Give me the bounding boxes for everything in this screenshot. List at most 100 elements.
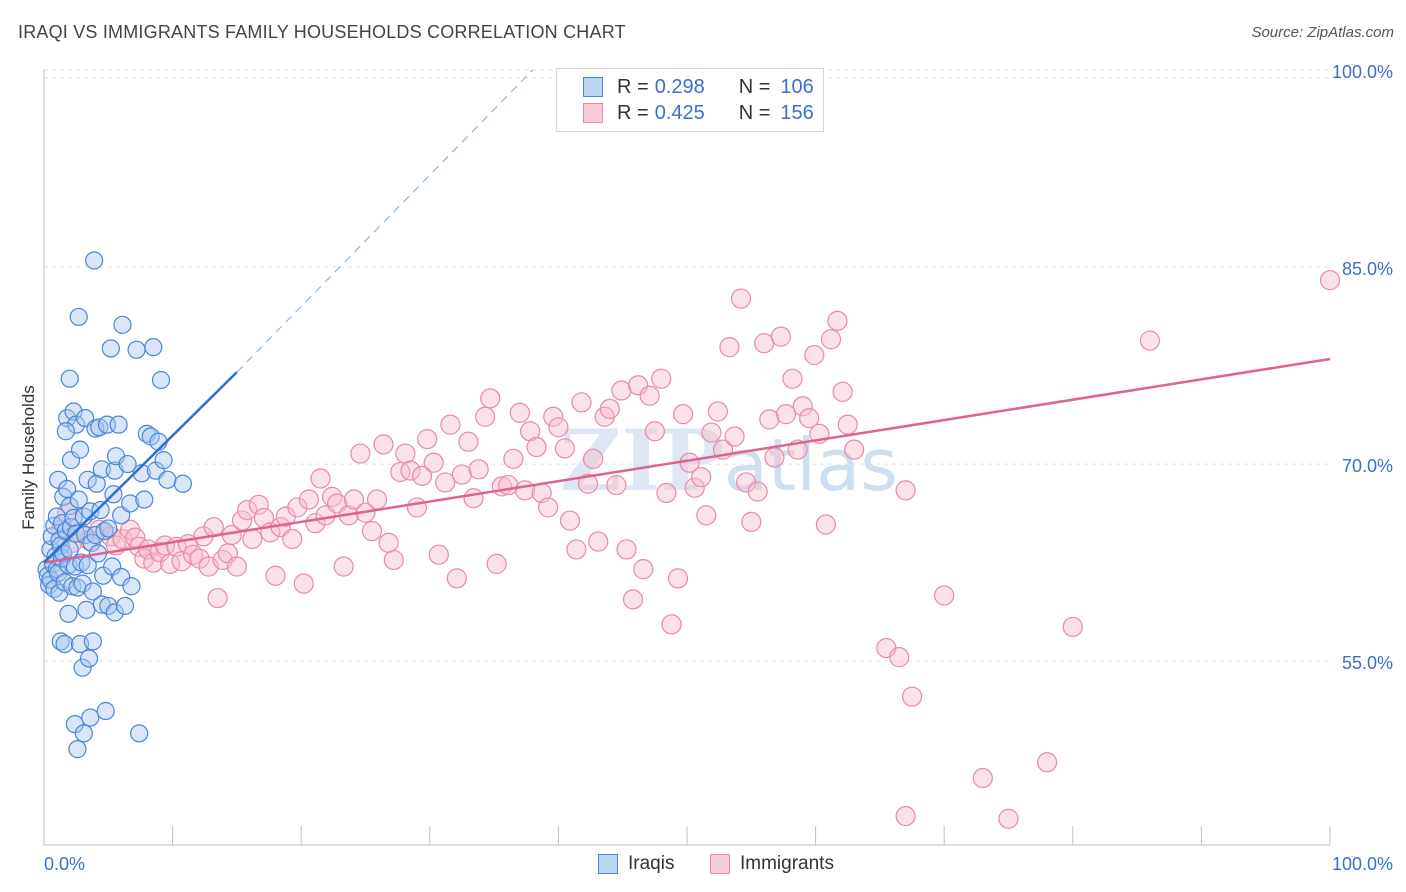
- immigrants-point: [566, 539, 587, 560]
- immigrants-point: [480, 388, 501, 409]
- immigrants-point: [583, 448, 604, 469]
- immigrants-point: [599, 398, 620, 419]
- iraqis-point: [77, 600, 96, 619]
- immigrants-point: [799, 407, 820, 429]
- trend-layer: [43, 69, 1331, 564]
- bottom-immigrants-swatch: [710, 854, 730, 874]
- immigrants-point: [588, 531, 609, 552]
- immigrants-point: [684, 477, 705, 498]
- iraqis-point: [69, 307, 88, 327]
- immigrants-point: [616, 539, 637, 560]
- iraqis-point: [112, 567, 131, 587]
- iraqis-point: [83, 582, 102, 601]
- axis-layer: [43, 70, 1331, 846]
- y-tick-label: 85.0%: [1342, 259, 1393, 279]
- iraqis-r-value: 0.298: [654, 75, 705, 98]
- immigrants-point: [282, 528, 303, 550]
- immigrants-point: [844, 439, 865, 460]
- iraqis-point: [118, 454, 137, 474]
- iraqis-point: [115, 596, 135, 616]
- immigrants-point: [701, 422, 722, 443]
- immigrants-points: [50, 270, 1341, 829]
- correlation-legend: R = 0.298 N = 106 R = 0.425 N = 156: [556, 68, 824, 132]
- immigrants-point: [390, 461, 411, 483]
- immigrants-point: [361, 520, 383, 542]
- immigrants-point: [526, 436, 547, 458]
- iraqis-point: [130, 724, 149, 743]
- immigrants-point: [423, 452, 444, 473]
- immigrants-point: [747, 481, 768, 502]
- immigrants-point: [411, 465, 433, 486]
- immigrants-point: [538, 497, 559, 518]
- immigrants-point: [837, 414, 858, 435]
- immigrants-point: [764, 447, 785, 468]
- immigrants-point: [673, 404, 694, 425]
- immigrants-point: [611, 380, 632, 401]
- y-tick-label: 100.0%: [1332, 62, 1393, 82]
- immigrants-point: [559, 510, 581, 531]
- immigrants-point: [633, 559, 654, 580]
- iraqis-point: [91, 500, 110, 520]
- immigrants-point: [1036, 752, 1058, 773]
- immigrants-point: [972, 767, 993, 789]
- immigrants-point: [804, 344, 825, 366]
- bottom-iraqis-swatch: [598, 854, 618, 874]
- immigrants-point: [468, 459, 489, 480]
- iraqis-point: [78, 470, 97, 489]
- iraqis-point: [68, 740, 87, 759]
- iraqis-point: [144, 338, 163, 357]
- immigrants-point: [378, 532, 399, 553]
- immigrants-point: [435, 472, 456, 493]
- immigrants-point: [395, 443, 416, 464]
- iraqis-point: [69, 490, 88, 509]
- y-tick-label: 55.0%: [1342, 653, 1393, 673]
- legend-row-iraqis: R = 0.298 N = 106: [583, 75, 814, 99]
- iraqis-points: [37, 251, 192, 759]
- immigrants-point: [639, 385, 660, 406]
- iraqis-point: [73, 658, 92, 677]
- immigrants-point: [509, 402, 530, 423]
- immigrants-point: [451, 464, 473, 485]
- immigrants-point: [889, 647, 910, 668]
- immigrants-point: [730, 288, 752, 309]
- iraqis-n-value: 106: [780, 75, 814, 98]
- iraqis-point: [127, 340, 146, 359]
- immigrants-point: [406, 497, 428, 518]
- bottom-iraqis-label: Iraqis: [628, 853, 675, 874]
- immigrants-point: [343, 489, 365, 510]
- chart-title: IRAQI VS IMMIGRANTS FAMILY HOUSEHOLDS CO…: [18, 22, 626, 42]
- iraqis-trendline: [43, 371, 238, 564]
- immigrants-point: [827, 310, 848, 331]
- immigrants-point: [440, 414, 461, 435]
- y-axis-label: Family Households: [19, 385, 38, 530]
- immigrants-point: [428, 544, 449, 565]
- immigrants-point: [895, 480, 916, 501]
- immigrants-point: [226, 556, 247, 577]
- immigrants-point: [207, 587, 228, 609]
- iraqis-point: [151, 370, 171, 390]
- immigrants-point: [498, 474, 519, 496]
- legend-row-immigrants: R = 0.425 N = 156: [583, 101, 814, 125]
- y-tick-label: 70.0%: [1342, 456, 1393, 476]
- immigrants-point: [934, 585, 955, 606]
- immigrants-point: [998, 808, 1019, 829]
- immigrants-point: [265, 565, 286, 586]
- iraqis-point: [158, 470, 177, 489]
- immigrants-point: [1319, 270, 1341, 291]
- immigrants-point: [741, 511, 762, 532]
- iraqis-point: [79, 649, 99, 668]
- immigrants-point: [622, 589, 644, 610]
- immigrants-point: [298, 489, 320, 510]
- immigrants-point: [248, 494, 269, 515]
- iraqis-point: [67, 415, 86, 434]
- immigrants-point: [554, 438, 575, 459]
- immigrants-point: [1139, 330, 1161, 351]
- bottom-legend-immigrants: Immigrants: [710, 852, 834, 876]
- immigrants-point: [792, 396, 813, 417]
- iraqis-swatch: [583, 77, 603, 97]
- immigrants-point: [719, 337, 740, 358]
- immigrants-point: [832, 381, 853, 402]
- immigrants-point: [770, 326, 791, 347]
- immigrants-point: [543, 406, 564, 427]
